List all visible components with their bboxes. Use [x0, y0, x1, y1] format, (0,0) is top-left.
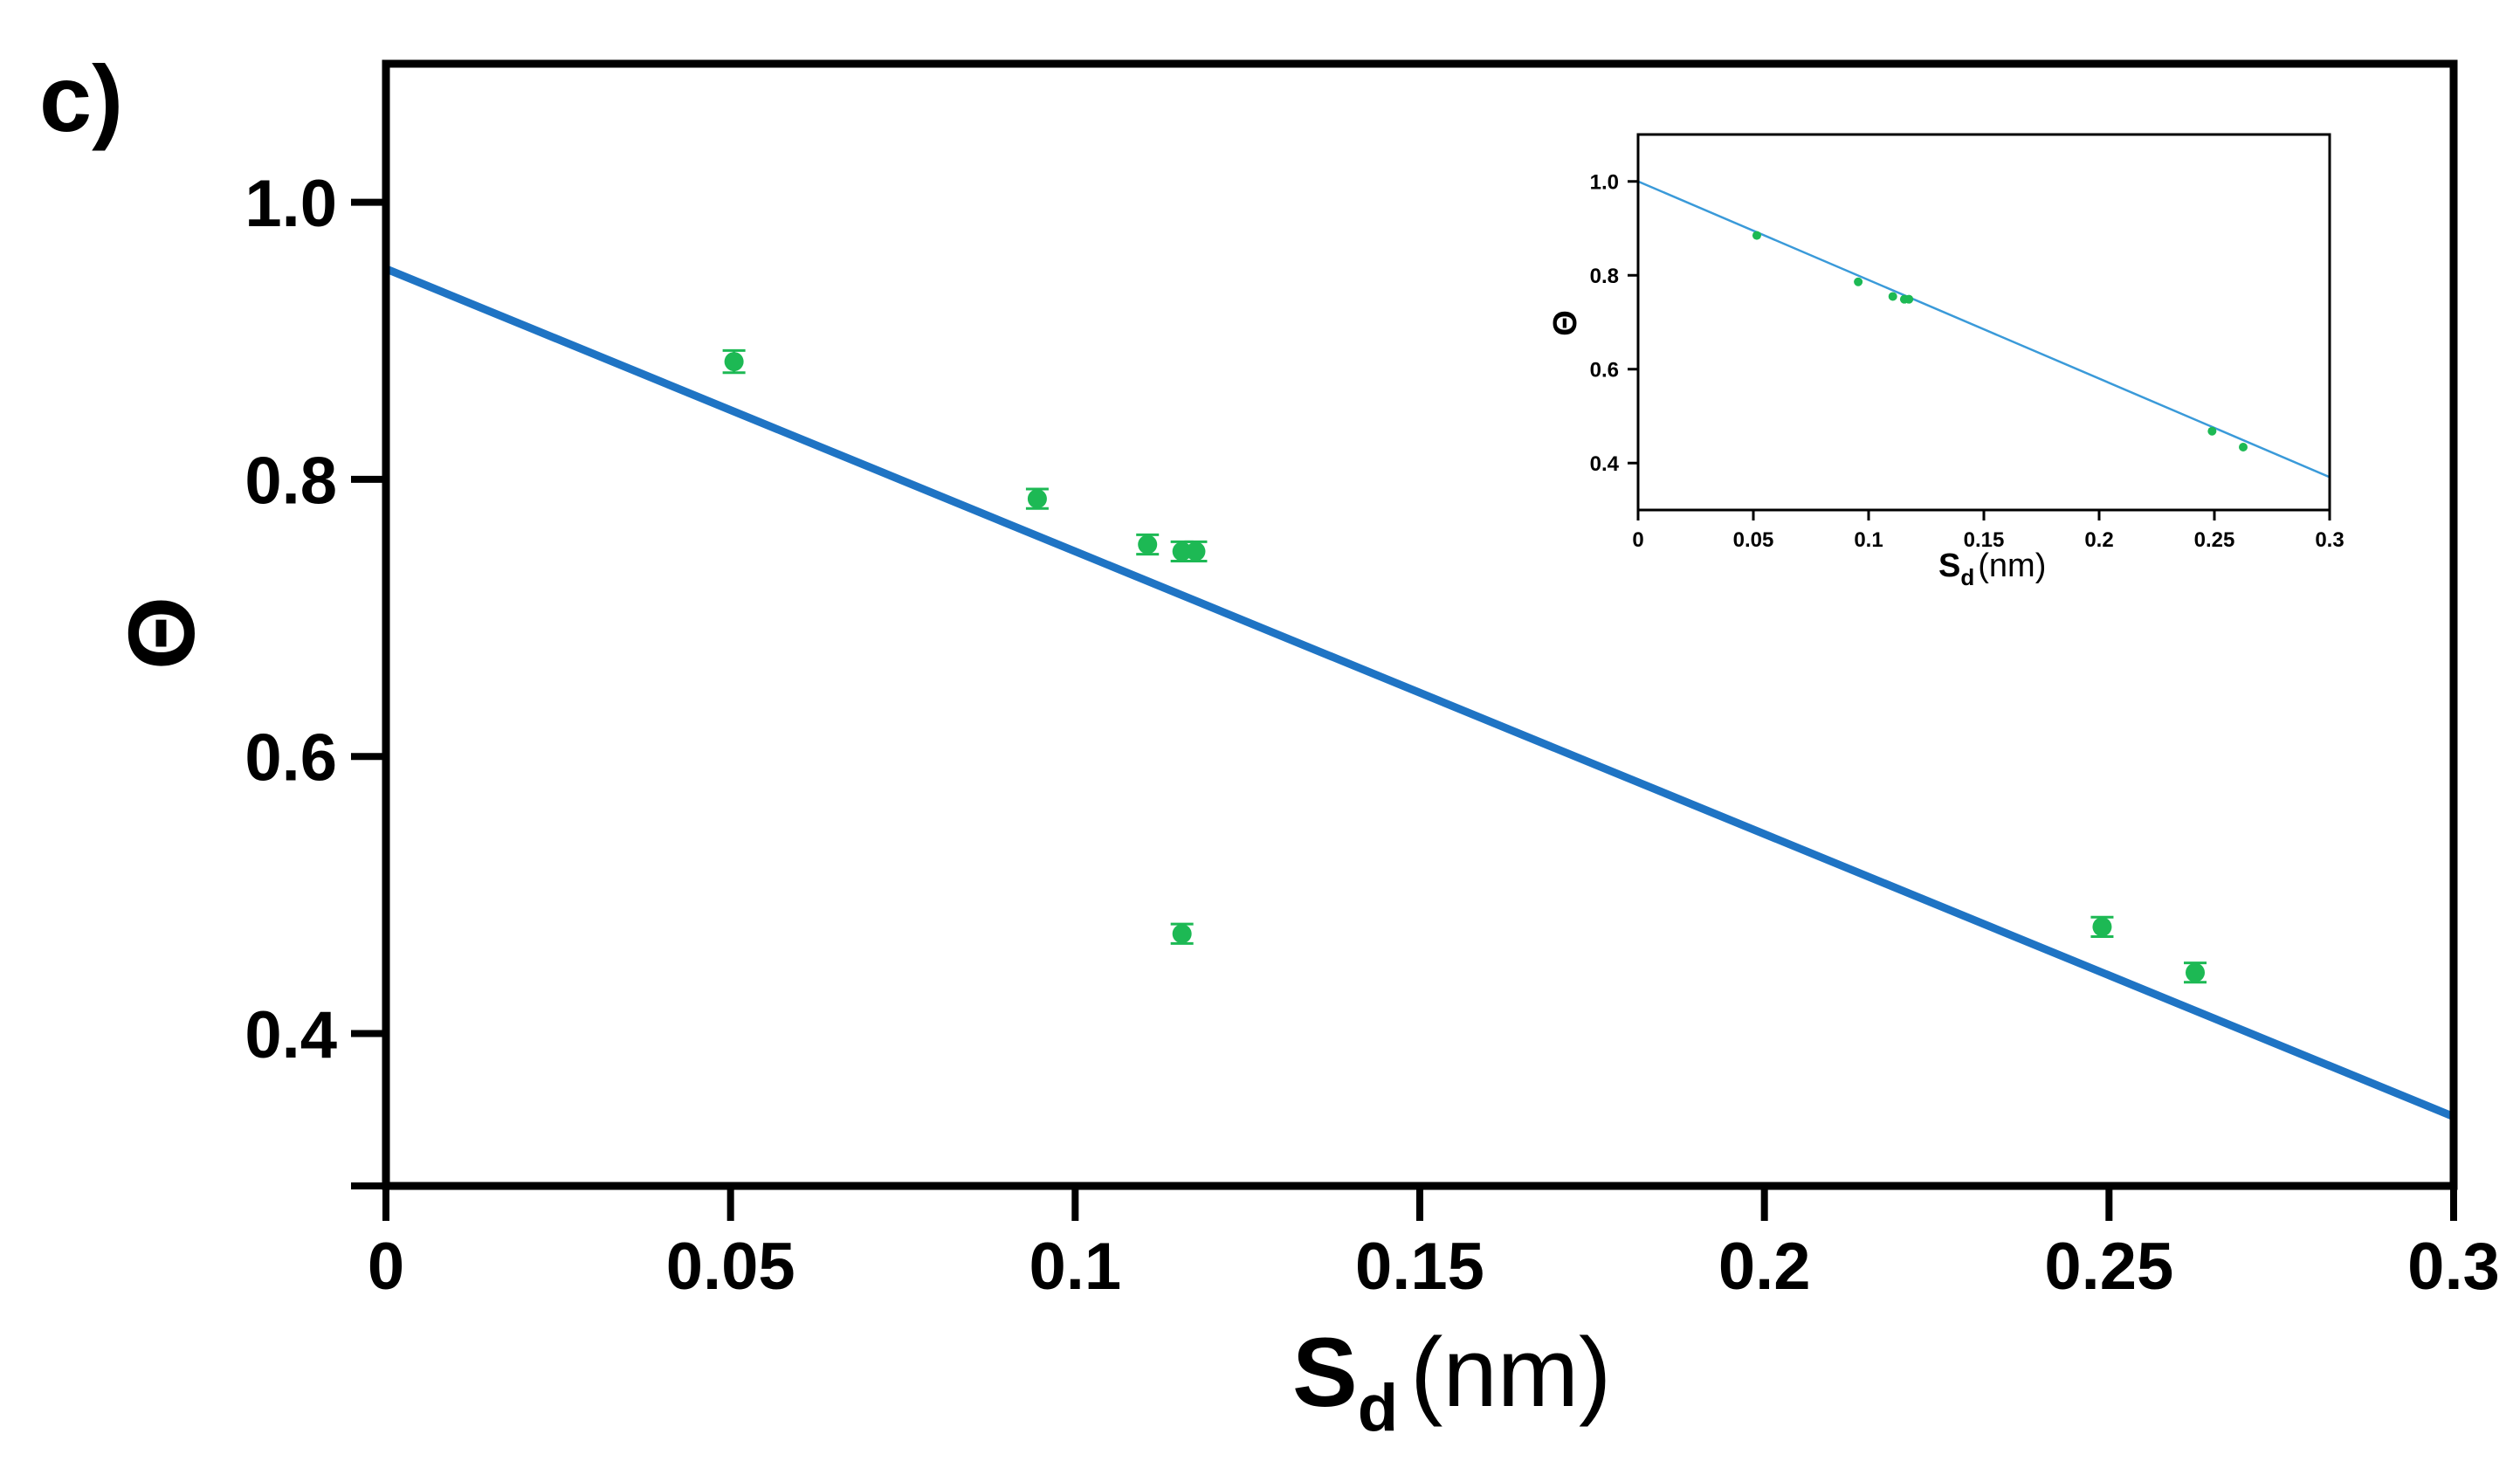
main-point-marker: [1138, 534, 1158, 555]
main-x-axis-label: Sd (nm): [1292, 1318, 1611, 1445]
main-x-axis: 0 0.05 0.1 0.15 0.2 0.25 0.3: [368, 1186, 2500, 1304]
inset-y-tick-label: 0.6: [1590, 358, 1619, 382]
inset-x-tick-label: 0.15: [1964, 528, 2005, 552]
panel-label: c): [39, 45, 123, 151]
inset-x-axis-label-subscript: d: [1960, 564, 1974, 590]
inset-x-tick-label: 0.25: [2194, 528, 2235, 552]
main-x-tick-label: 0.1: [1029, 1230, 1122, 1304]
main-data-point: [1025, 487, 1049, 510]
main-data-point: [1136, 533, 1160, 556]
inset-x-axis-label-symbol: S: [1938, 548, 1960, 584]
inset-data-point: [1888, 292, 1897, 301]
main-data-point: [2184, 961, 2207, 984]
main-fit-layer: [384, 265, 2455, 1120]
main-y-tick-label: 0.6: [244, 721, 337, 796]
inset-y-tick-label: 1.0: [1590, 170, 1619, 194]
inset-chart: 0 0.05 0.1 0.15 0.2 0.25 0.3 0.4 0.6 0.8 1.0 Sd (n…: [1547, 133, 2344, 590]
main-y-axis-label: Θ: [108, 596, 214, 670]
main-y-tick-label: 0.4: [244, 998, 337, 1072]
inset-data-point: [1904, 294, 1914, 304]
inset-data-point: [2239, 442, 2248, 451]
inset-y-axis-label: Θ: [1547, 310, 1584, 336]
main-point-marker: [1186, 541, 1206, 562]
main-x-tick-label: 0: [368, 1230, 404, 1304]
main-data-point: [1184, 540, 1208, 563]
inset-y-tick-label: 0.8: [1590, 265, 1619, 288]
inset-x-axis-label: Sd (nm): [1938, 548, 2046, 590]
inset-points-layer: [1752, 231, 2248, 451]
main-point-marker: [1172, 924, 1192, 944]
inset-data-point: [1752, 231, 1761, 240]
main-x-tick-label: 0.3: [2407, 1230, 2500, 1304]
main-data-point: [2090, 915, 2114, 938]
inset-x-tick-label: 0.05: [1733, 528, 1774, 552]
main-x-axis-label-symbol: S: [1292, 1318, 1358, 1427]
main-x-tick-label: 0.15: [1355, 1230, 1484, 1304]
inset-fit-layer: [1637, 180, 2331, 479]
main-point-marker: [2186, 962, 2205, 982]
main-point-marker: [1027, 489, 1047, 509]
main-y-tick-label: 0.8: [244, 444, 337, 518]
inset-point-marker: [1854, 277, 1863, 286]
main-point-marker: [2092, 917, 2112, 937]
inset-x-axis: 0 0.05 0.1 0.15 0.2 0.25 0.3: [1632, 510, 2344, 552]
inset-point-marker: [1888, 292, 1897, 301]
inset-plot-frame: [1636, 133, 2331, 512]
inset-y-axis: 0.4 0.6 0.8 1.0: [1590, 170, 1638, 476]
main-y-axis: 0.4 0.6 0.8 1.0: [244, 167, 386, 1189]
main-points-layer: [722, 348, 2207, 984]
main-y-tick-label: 1.0: [244, 167, 337, 241]
main-data-point: [1170, 922, 1194, 945]
main-x-tick-label: 0.25: [2044, 1230, 2173, 1304]
main-x-axis-label-unit: (nm): [1410, 1318, 1611, 1427]
inset-point-marker: [1904, 294, 1914, 304]
main-chart: 0 0.05 0.1 0.15 0.2 0.25 0.3 0.40.60.81.0 Sd (n…: [108, 59, 2500, 1445]
inset-x-tick-label: 0.2: [2084, 528, 2113, 552]
inset-y-tick-label: 0.4: [1590, 452, 1620, 476]
inset-x-tick-label: 0.1: [1854, 528, 1883, 552]
inset-x-tick-label: 0.3: [2315, 528, 2344, 552]
main-x-axis-label-subscript: d: [1358, 1371, 1398, 1445]
main-point-marker: [1172, 541, 1192, 562]
main-x-tick-label: 0.2: [1718, 1230, 1811, 1304]
inset-fit-line: [1637, 180, 2331, 479]
main-plot-frame: [382, 59, 2458, 1190]
inset-data-point: [2207, 426, 2217, 436]
main-x-tick-label: 0.05: [666, 1230, 795, 1304]
inset-x-tick-label: 0: [1632, 528, 1643, 552]
inset-point-marker: [1752, 231, 1761, 240]
inset-x-axis-label-unit: (nm): [1978, 548, 2046, 584]
inset-point-marker: [2207, 426, 2217, 436]
main-fit-line: [384, 265, 2455, 1120]
main-data-point: [722, 348, 746, 375]
main-point-marker: [724, 352, 744, 372]
inset-data-point: [1854, 277, 1863, 286]
inset-point-marker: [2239, 442, 2248, 451]
